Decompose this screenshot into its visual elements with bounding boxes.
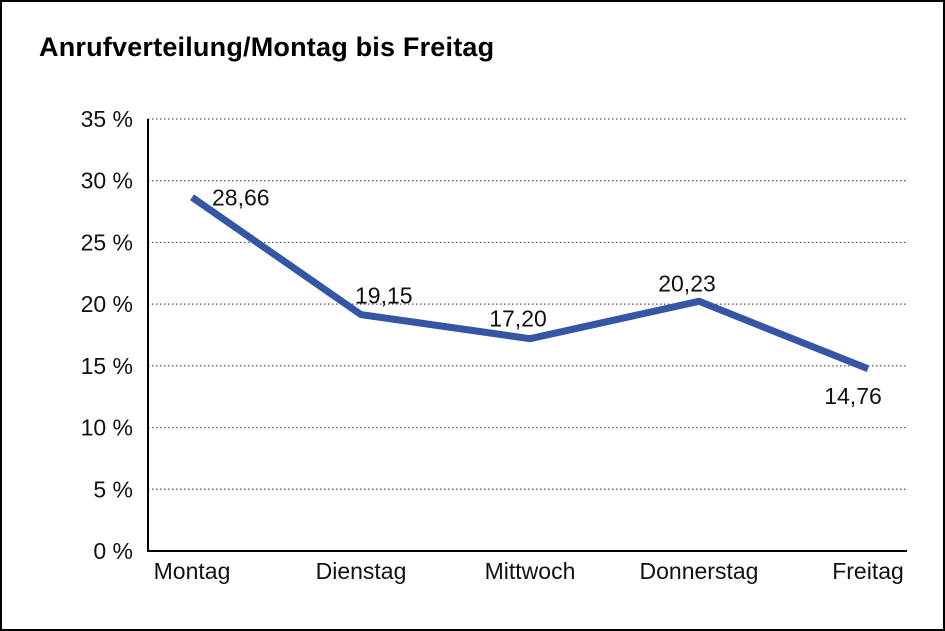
data-point-label: 20,23: [658, 270, 716, 296]
x-category-label: Montag: [154, 558, 231, 584]
data-point-labels: 28,66 19,15 17,20 20,23 14,76: [212, 184, 882, 409]
y-tick-label: 10 %: [81, 415, 133, 441]
y-tick-label: 15 %: [81, 353, 133, 379]
y-tick-label: 25 %: [81, 229, 133, 255]
x-axis-category-labels: Montag Dienstag Mittwoch Donnerstag Freitag: [154, 558, 904, 584]
y-tick-label: 20 %: [81, 291, 133, 317]
gridlines: [148, 118, 907, 490]
y-tick-label: 5 %: [93, 476, 133, 502]
y-axis-tick-labels: 0 % 5 % 10 % 15 % 20 % 25 % 30 % 35 %: [81, 106, 133, 564]
x-category-label: Mittwoch: [485, 558, 576, 584]
y-tick-label: 0 %: [93, 538, 133, 564]
data-point-label: 19,15: [355, 283, 413, 309]
chart-title: Anrufverteilung/Montag bis Freitag: [39, 32, 495, 62]
data-point-label: 14,76: [824, 383, 882, 409]
x-category-label: Dienstag: [316, 558, 407, 584]
y-tick-label: 35 %: [81, 106, 133, 132]
x-category-label: Donnerstag: [640, 558, 759, 584]
data-point-label: 28,66: [212, 184, 270, 210]
x-category-label: Freitag: [832, 558, 904, 584]
y-tick-label: 30 %: [81, 168, 133, 194]
data-point-label: 17,20: [489, 306, 547, 332]
data-series-line: [190, 194, 870, 373]
